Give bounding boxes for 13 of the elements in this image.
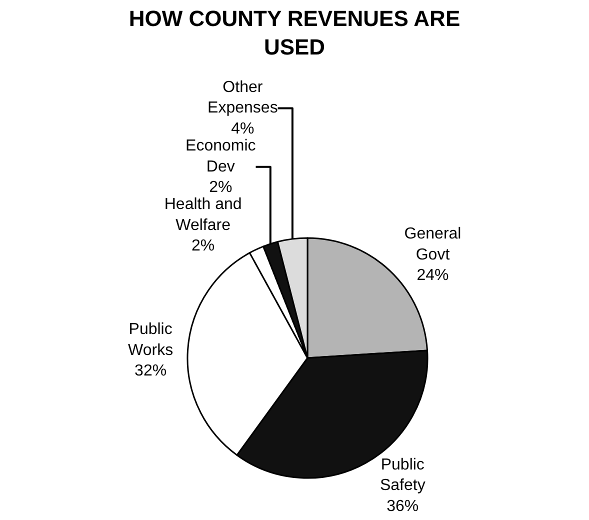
- slice-label: Public Safety: [380, 456, 426, 494]
- slice-label: Public Works: [128, 321, 174, 359]
- data-label: 24%: [416, 267, 449, 284]
- slice-label: Economic Dev: [186, 138, 256, 176]
- data-label: 2%: [209, 179, 232, 196]
- data-label: 32%: [134, 362, 167, 380]
- data-label: 4%: [231, 120, 254, 138]
- chart-title: HOW COUNTY REVENUES ARE USED: [128, 6, 460, 60]
- slice-label: Health and Welfare: [164, 196, 242, 234]
- slice-label: General Govt: [404, 226, 462, 264]
- slice-label: Other Expenses: [208, 78, 278, 117]
- data-label: 36%: [386, 498, 419, 515]
- data-label: 2%: [192, 238, 215, 255]
